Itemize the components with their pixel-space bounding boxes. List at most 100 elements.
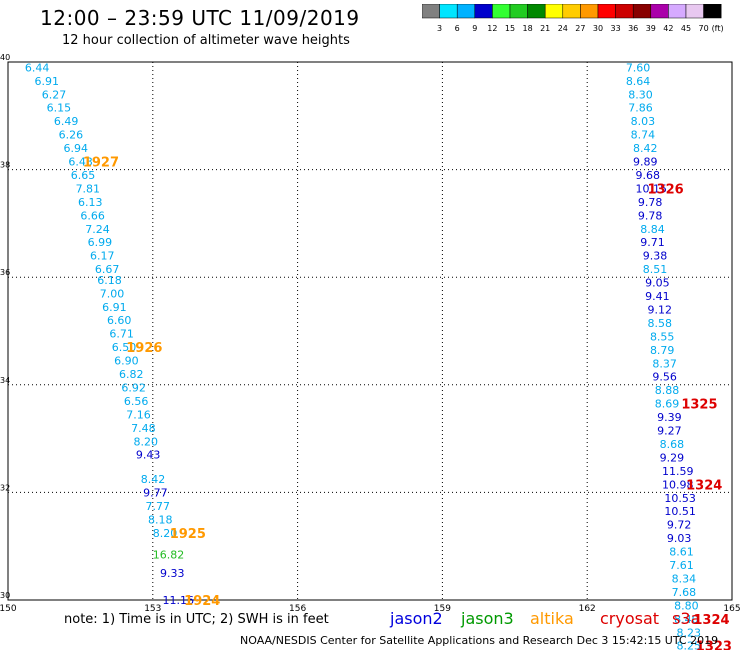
wave-height-point: 8.23: [676, 626, 701, 639]
x-tick-label: 150: [0, 604, 17, 614]
wave-height-point: 6.50: [112, 341, 137, 354]
wave-height-point: 9.27: [657, 425, 682, 438]
wave-height-point: 8.42: [633, 142, 658, 155]
wave-height-point: 16.82: [153, 548, 185, 561]
wave-height-point: 6.49: [54, 115, 79, 128]
colorbar-tick-label: 3: [437, 24, 442, 33]
wave-height-point: 8.61: [669, 546, 694, 559]
wave-height-point: 6.91: [102, 301, 127, 314]
wave-height-point: 9.71: [640, 236, 665, 249]
wave-height-point: 7.48: [131, 422, 156, 435]
wave-height-point: 6.18: [97, 274, 122, 287]
wave-height-point: 6.60: [107, 314, 131, 327]
wave-height-point: 8.20: [133, 435, 158, 448]
track-label: 1927: [83, 156, 119, 171]
colorbar-unit-label: (ft): [712, 24, 724, 33]
wave-height-point: 8.84: [640, 223, 665, 236]
wave-height-point: 6.17: [90, 250, 115, 263]
x-tick-label: 162: [579, 604, 596, 614]
wave-height-point: 9.43: [136, 449, 161, 462]
wave-height-point: 8.64: [626, 75, 651, 88]
wave-height-point: 8.80: [674, 599, 699, 612]
colorbar-tick-label: 24: [558, 24, 568, 33]
wave-height-point: 7.86: [628, 102, 653, 115]
wave-height-point: 9.89: [633, 156, 658, 169]
wave-height-point: 9.78: [638, 196, 663, 209]
sat-label-altika: altika: [530, 609, 574, 628]
wave-height-point: 6.66: [80, 209, 105, 222]
wave-height-point: 7.81: [76, 182, 101, 195]
wave-height-point: 8.40: [674, 613, 699, 626]
track-label: 1924: [184, 594, 220, 609]
sat-label-s3a: s3a: [672, 609, 701, 628]
wave-height-point: 8.69: [655, 398, 680, 411]
wave-height-point: 6.99: [88, 236, 113, 249]
wave-height-point: 7.24: [85, 223, 110, 236]
wave-height-point: 7.77: [146, 500, 171, 513]
wave-height-point: 6.92: [121, 381, 146, 394]
colorbar-tick-label: 18: [523, 24, 533, 33]
colorbar-tick-label: 42: [663, 24, 673, 33]
wave-height-point: 8.51: [643, 263, 668, 276]
wave-height-point: 6.26: [59, 129, 84, 142]
wave-height-point: 8.42: [141, 473, 166, 486]
y-tick-label: 34: [0, 376, 10, 385]
track-label: 1925: [170, 527, 206, 542]
wave-height-point: 9.56: [652, 371, 677, 384]
track-label: 1326: [648, 182, 684, 197]
wave-height-point: 8.34: [672, 572, 697, 585]
footer-credit: NOAA/NESDIS Center for Satellite Applica…: [240, 634, 719, 647]
x-tick-label: 156: [289, 604, 306, 614]
wave-height-point: 9.68: [635, 169, 660, 182]
colorbar-tick-label: 9: [472, 24, 477, 33]
wave-height-point: 6.82: [119, 368, 144, 381]
wave-height-point: 10.53: [664, 492, 696, 505]
colorbar-tick-label: 6: [455, 24, 460, 33]
wave-height-point: 8.79: [650, 344, 675, 357]
wave-height-point: 8.20: [153, 527, 178, 540]
wave-height-point: 6.43: [68, 156, 93, 169]
track-label: 1325: [681, 398, 717, 413]
wave-height-point: 9.12: [648, 303, 673, 316]
wave-height-point: 9.78: [638, 209, 663, 222]
wave-height-point: 9.05: [645, 277, 670, 290]
wave-height-point: 8.37: [652, 357, 677, 370]
wave-height-point: 10.98: [662, 478, 694, 491]
chart-subtitle: 12 hour collection of altimeter wave hei…: [62, 33, 350, 48]
wave-height-point: 9.33: [160, 567, 185, 580]
x-tick-label: 165: [723, 604, 740, 614]
wave-height-point: 8.25: [676, 640, 701, 650]
track-label: 1926: [126, 341, 162, 356]
wave-height-point: 8.03: [631, 115, 656, 128]
y-tick-label: 32: [0, 483, 10, 492]
wave-height-point: 6.71: [109, 328, 134, 341]
wave-height-point: 9.41: [645, 290, 670, 303]
wave-height-point: 9.03: [667, 532, 692, 545]
wave-height-point: 10.51: [664, 505, 696, 518]
wave-height-point: 8.18: [148, 513, 173, 526]
wave-height-point: 6.91: [35, 75, 60, 88]
wave-height-point: 9.39: [657, 411, 682, 424]
track-label: 1323: [696, 640, 732, 650]
wave-height-point: 6.67: [95, 263, 120, 276]
sat-label-cryosat: cryosat: [600, 609, 660, 628]
wave-height-point: 8.68: [660, 438, 685, 451]
wave-height-point: 8.55: [650, 330, 675, 343]
wave-height-point: 7.68: [672, 586, 697, 599]
wave-height-point: 6.13: [78, 196, 103, 209]
colorbar-tick-label: 33: [611, 24, 621, 33]
wave-height-point: 7.00: [100, 287, 125, 300]
colorbar-tick-label: 30: [593, 24, 603, 33]
wave-height-point: 6.15: [47, 102, 72, 115]
wave-height-point: 9.77: [143, 486, 168, 499]
colorbar-tick-label: 27: [575, 24, 585, 33]
chart-title: 12:00 – 23:59 UTC 11/09/2019: [40, 6, 360, 30]
colorbar-tick-label: 45: [681, 24, 691, 33]
sat-label-jason3: jason3: [461, 609, 514, 628]
wave-height-point: 8.30: [628, 88, 653, 101]
wave-height-point: 11.16: [162, 594, 194, 607]
wave-height-point: 6.27: [42, 88, 67, 101]
wave-height-point: 6.94: [64, 142, 89, 155]
wave-height-point: 8.58: [648, 317, 673, 330]
colorbar-tick-label: 39: [646, 24, 656, 33]
